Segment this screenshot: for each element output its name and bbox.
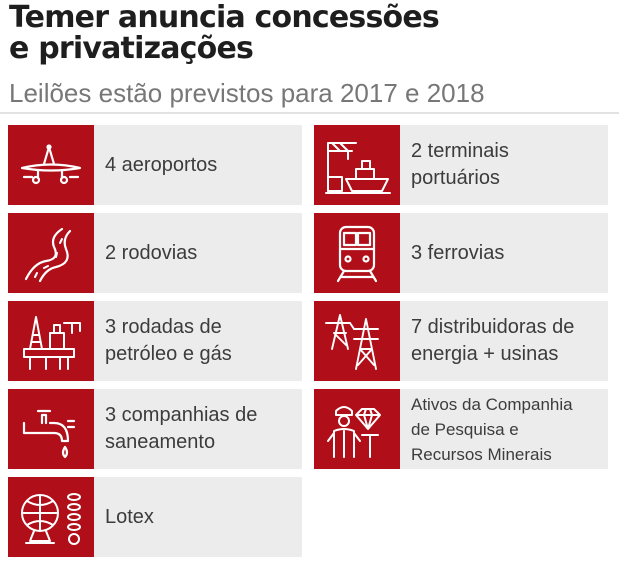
card-label-line: 2 terminais — [411, 140, 509, 162]
card-label: 2 terminais portuários — [411, 138, 509, 192]
card-label: Lotex — [105, 504, 154, 531]
card-label-line: 3 rodadas de — [105, 316, 222, 338]
card-label-line: Recursos Minerais — [411, 444, 552, 464]
water-faucet-icon — [8, 389, 94, 469]
card-lotex: Lotex — [8, 477, 302, 557]
train-icon — [314, 213, 400, 293]
card-label-line: Lotex — [105, 505, 154, 528]
card-port-terminals: 2 terminais portuários — [314, 125, 608, 205]
miner-diamond-icon — [314, 389, 400, 469]
card-label-line: 3 ferrovias — [411, 241, 505, 264]
page-title: Temer anuncia concessões e privatizações — [9, 2, 609, 64]
card-label: 7 distribuidoras de energia + usinas — [411, 314, 574, 368]
card-energy: 7 distribuidoras de energia + usinas — [314, 301, 608, 381]
card-label: 4 aeroportos — [105, 152, 217, 179]
card-label-line: 3 companhias de — [105, 404, 258, 426]
card-label-line: saneamento — [105, 431, 216, 453]
card-label-line: energia + usinas — [411, 343, 559, 365]
card-label-line: 4 aeroportos — [105, 153, 218, 176]
header-divider — [0, 112, 619, 114]
card-label-line: portuários — [411, 167, 500, 189]
page-subtitle: Leilões estão previstos para 2017 e 2018 — [9, 78, 485, 108]
card-mineral-resources: Ativos da Companhia de Pesquisa e Recurs… — [314, 389, 608, 469]
card-label-line: Ativos da Companhia — [411, 394, 573, 414]
road-icon — [8, 213, 94, 293]
card-oil-gas: 3 rodadas de petróleo e gás — [8, 301, 302, 381]
oil-platform-icon — [8, 301, 94, 381]
card-label: 3 ferrovias — [411, 240, 504, 267]
card-label: Ativos da Companhia de Pesquisa e Recurs… — [411, 392, 573, 467]
airplane-icon — [8, 125, 94, 205]
card-label: 2 rodovias — [105, 240, 197, 267]
card-label-line: 7 distribuidoras de — [411, 316, 575, 338]
card-highways: 2 rodovias — [8, 213, 302, 293]
title-line-1: Temer anuncia concessões — [9, 0, 440, 35]
title-line-2: e privatizações — [9, 31, 254, 66]
port-crane-ship-icon — [314, 125, 400, 205]
card-label-line: de Pesquisa e — [411, 419, 519, 439]
card-label: 3 companhias de saneamento — [105, 402, 257, 456]
card-label-line: 2 rodovias — [105, 241, 198, 264]
card-airports: 4 aeroportos — [8, 125, 302, 205]
card-label: 3 rodadas de petróleo e gás — [105, 314, 232, 368]
lottery-globe-icon — [8, 477, 94, 557]
card-railways: 3 ferrovias — [314, 213, 608, 293]
card-label-line: petróleo e gás — [105, 343, 232, 365]
power-tower-icon — [314, 301, 400, 381]
card-sanitation: 3 companhias de saneamento — [8, 389, 302, 469]
